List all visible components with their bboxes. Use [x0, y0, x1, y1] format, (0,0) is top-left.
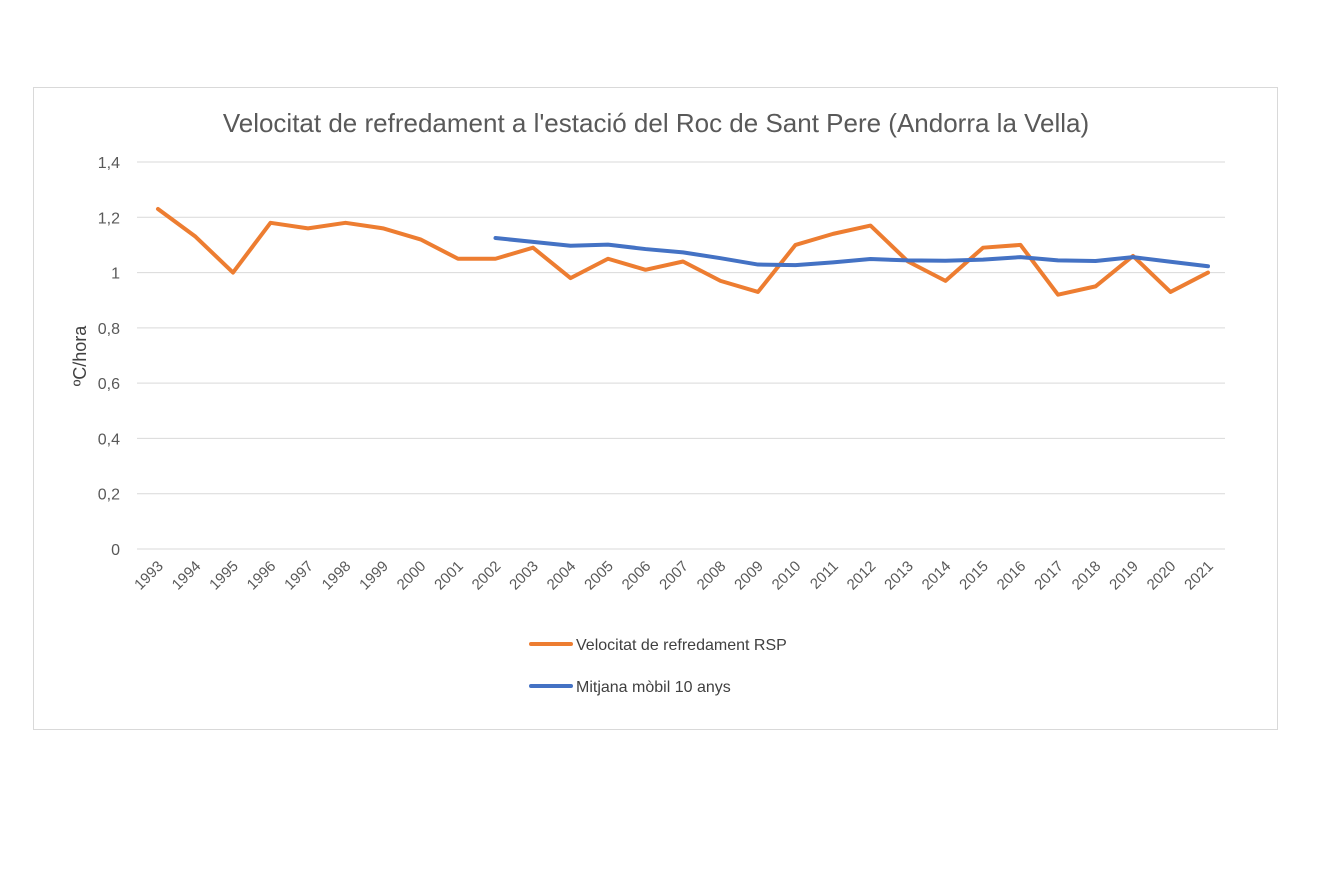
series-lines: [156, 206, 1210, 297]
x-tick-label: 2002: [469, 558, 505, 594]
legend-label: Velocitat de refredament RSP: [576, 637, 787, 654]
x-tick-label: 2014: [919, 558, 955, 594]
x-tick-label: 2012: [844, 558, 880, 594]
x-tick-label: 1996: [244, 558, 280, 594]
x-tick-label: 2001: [431, 558, 467, 594]
y-tick-label: 1,2: [98, 210, 120, 227]
x-tick-label: 2020: [1144, 558, 1180, 594]
x-tick-label: 2016: [994, 558, 1030, 594]
legend: Velocitat de refredament RSP Mitjana mòbi…: [529, 637, 787, 696]
chart-title: Velocitat de refredament a l'estació del…: [223, 108, 1089, 138]
x-tick-label: 2000: [394, 558, 430, 594]
line-chart: Velocitat de refredament a l'estació del…: [70, 108, 1225, 696]
chart-frame: Velocitat de refredament a l'estació del…: [33, 87, 1278, 730]
series-line-1: [156, 206, 1210, 297]
y-tick-label: 0,2: [98, 487, 120, 504]
x-tick-label: 2018: [1069, 558, 1105, 594]
x-tick-label: 2005: [581, 558, 617, 594]
y-tick-label: 0: [111, 542, 120, 559]
x-tick-label: 2021: [1181, 558, 1217, 594]
y-tick-label: 0,6: [98, 376, 120, 393]
y-tick-label: 1,4: [98, 155, 120, 172]
y-axis-ticks: 0 0,2 0,4 0,6 0,8 1 1,2 1,4: [98, 155, 120, 559]
x-tick-label: 1997: [281, 558, 317, 594]
x-tick-label: 2019: [1106, 558, 1142, 594]
y-tick-label: 0,4: [98, 431, 120, 448]
x-tick-label: 2007: [656, 558, 692, 594]
y-axis-label: ºC/hora: [70, 325, 90, 387]
x-tick-label: 2004: [544, 558, 580, 594]
gridlines: [137, 161, 1225, 550]
x-tick-label: 2008: [694, 558, 730, 594]
x-tick-label: 2011: [807, 558, 842, 593]
x-tick-label: 2006: [619, 558, 655, 594]
x-tick-label: 2010: [769, 558, 805, 594]
x-tick-label: 2003: [506, 558, 542, 594]
x-tick-label: 2017: [1031, 558, 1067, 594]
legend-label: Mitjana mòbil 10 anys: [576, 679, 731, 696]
y-tick-label: 0,8: [98, 321, 120, 338]
x-tick-label: 2013: [881, 558, 917, 594]
x-tick-label: 1999: [356, 558, 392, 594]
x-axis-ticks: 1993 1994 1995 1996 1997 1998 1999 2000 2001 2002…: [131, 558, 1217, 594]
x-tick-label: 1993: [131, 558, 167, 594]
series-line-2: [493, 236, 1210, 269]
x-tick-label: 2009: [731, 558, 767, 594]
x-tick-label: 1998: [319, 558, 355, 594]
x-tick-label: 1995: [206, 558, 242, 594]
y-tick-label: 1: [111, 266, 120, 283]
x-tick-label: 1994: [169, 558, 205, 594]
x-tick-label: 2015: [956, 558, 992, 594]
